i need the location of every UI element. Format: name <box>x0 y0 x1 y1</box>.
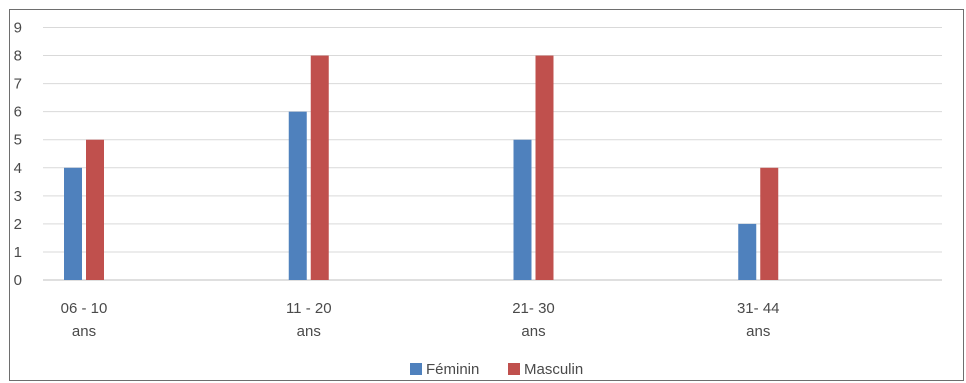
y-axis: 0 1 2 3 4 5 6 7 8 9 <box>14 20 22 290</box>
x-tick-label: 11 - 20 <box>286 300 332 317</box>
bar-féminin-3 <box>738 224 756 280</box>
bar-féminin-2 <box>514 140 532 280</box>
x-tick-label: ans <box>297 323 321 340</box>
x-tick-label: 06 - 10 <box>61 300 108 317</box>
legend-label-féminin: Féminin <box>426 361 479 378</box>
bar-féminin-1 <box>289 112 307 280</box>
bar-masculin-0 <box>86 140 104 280</box>
y-tick-label: 6 <box>14 104 22 121</box>
legend-swatch-masculin <box>508 363 520 375</box>
y-tick-label: 1 <box>14 244 22 261</box>
legend-label-masculin: Masculin <box>524 361 583 378</box>
bar-féminin-0 <box>64 168 82 280</box>
y-tick-label: 2 <box>14 216 22 233</box>
y-tick-label: 0 <box>14 272 22 289</box>
x-tick-label: ans <box>72 323 96 340</box>
legend-swatch-féminin <box>410 363 422 375</box>
legend: Féminin Masculin <box>410 361 583 378</box>
y-tick-label: 7 <box>14 76 22 93</box>
y-tick-label: 9 <box>14 20 22 37</box>
y-tick-label: 5 <box>14 132 22 149</box>
x-tick-label: 31- 44 <box>737 300 780 317</box>
x-tick-label: 21- 30 <box>512 300 555 317</box>
bar-masculin-2 <box>536 56 554 280</box>
y-tick-label: 8 <box>14 48 22 65</box>
x-tick-label: ans <box>521 323 545 340</box>
bar-masculin-3 <box>760 168 778 280</box>
x-tick-label: ans <box>746 323 770 340</box>
bar-masculin-1 <box>311 56 329 280</box>
gridlines <box>43 28 942 281</box>
y-tick-label: 4 <box>14 160 22 177</box>
x-axis: 06 - 10 ans 11 - 20 ans 21- 30 ans 31- 44 ans <box>61 300 780 340</box>
y-tick-label: 3 <box>14 188 22 205</box>
